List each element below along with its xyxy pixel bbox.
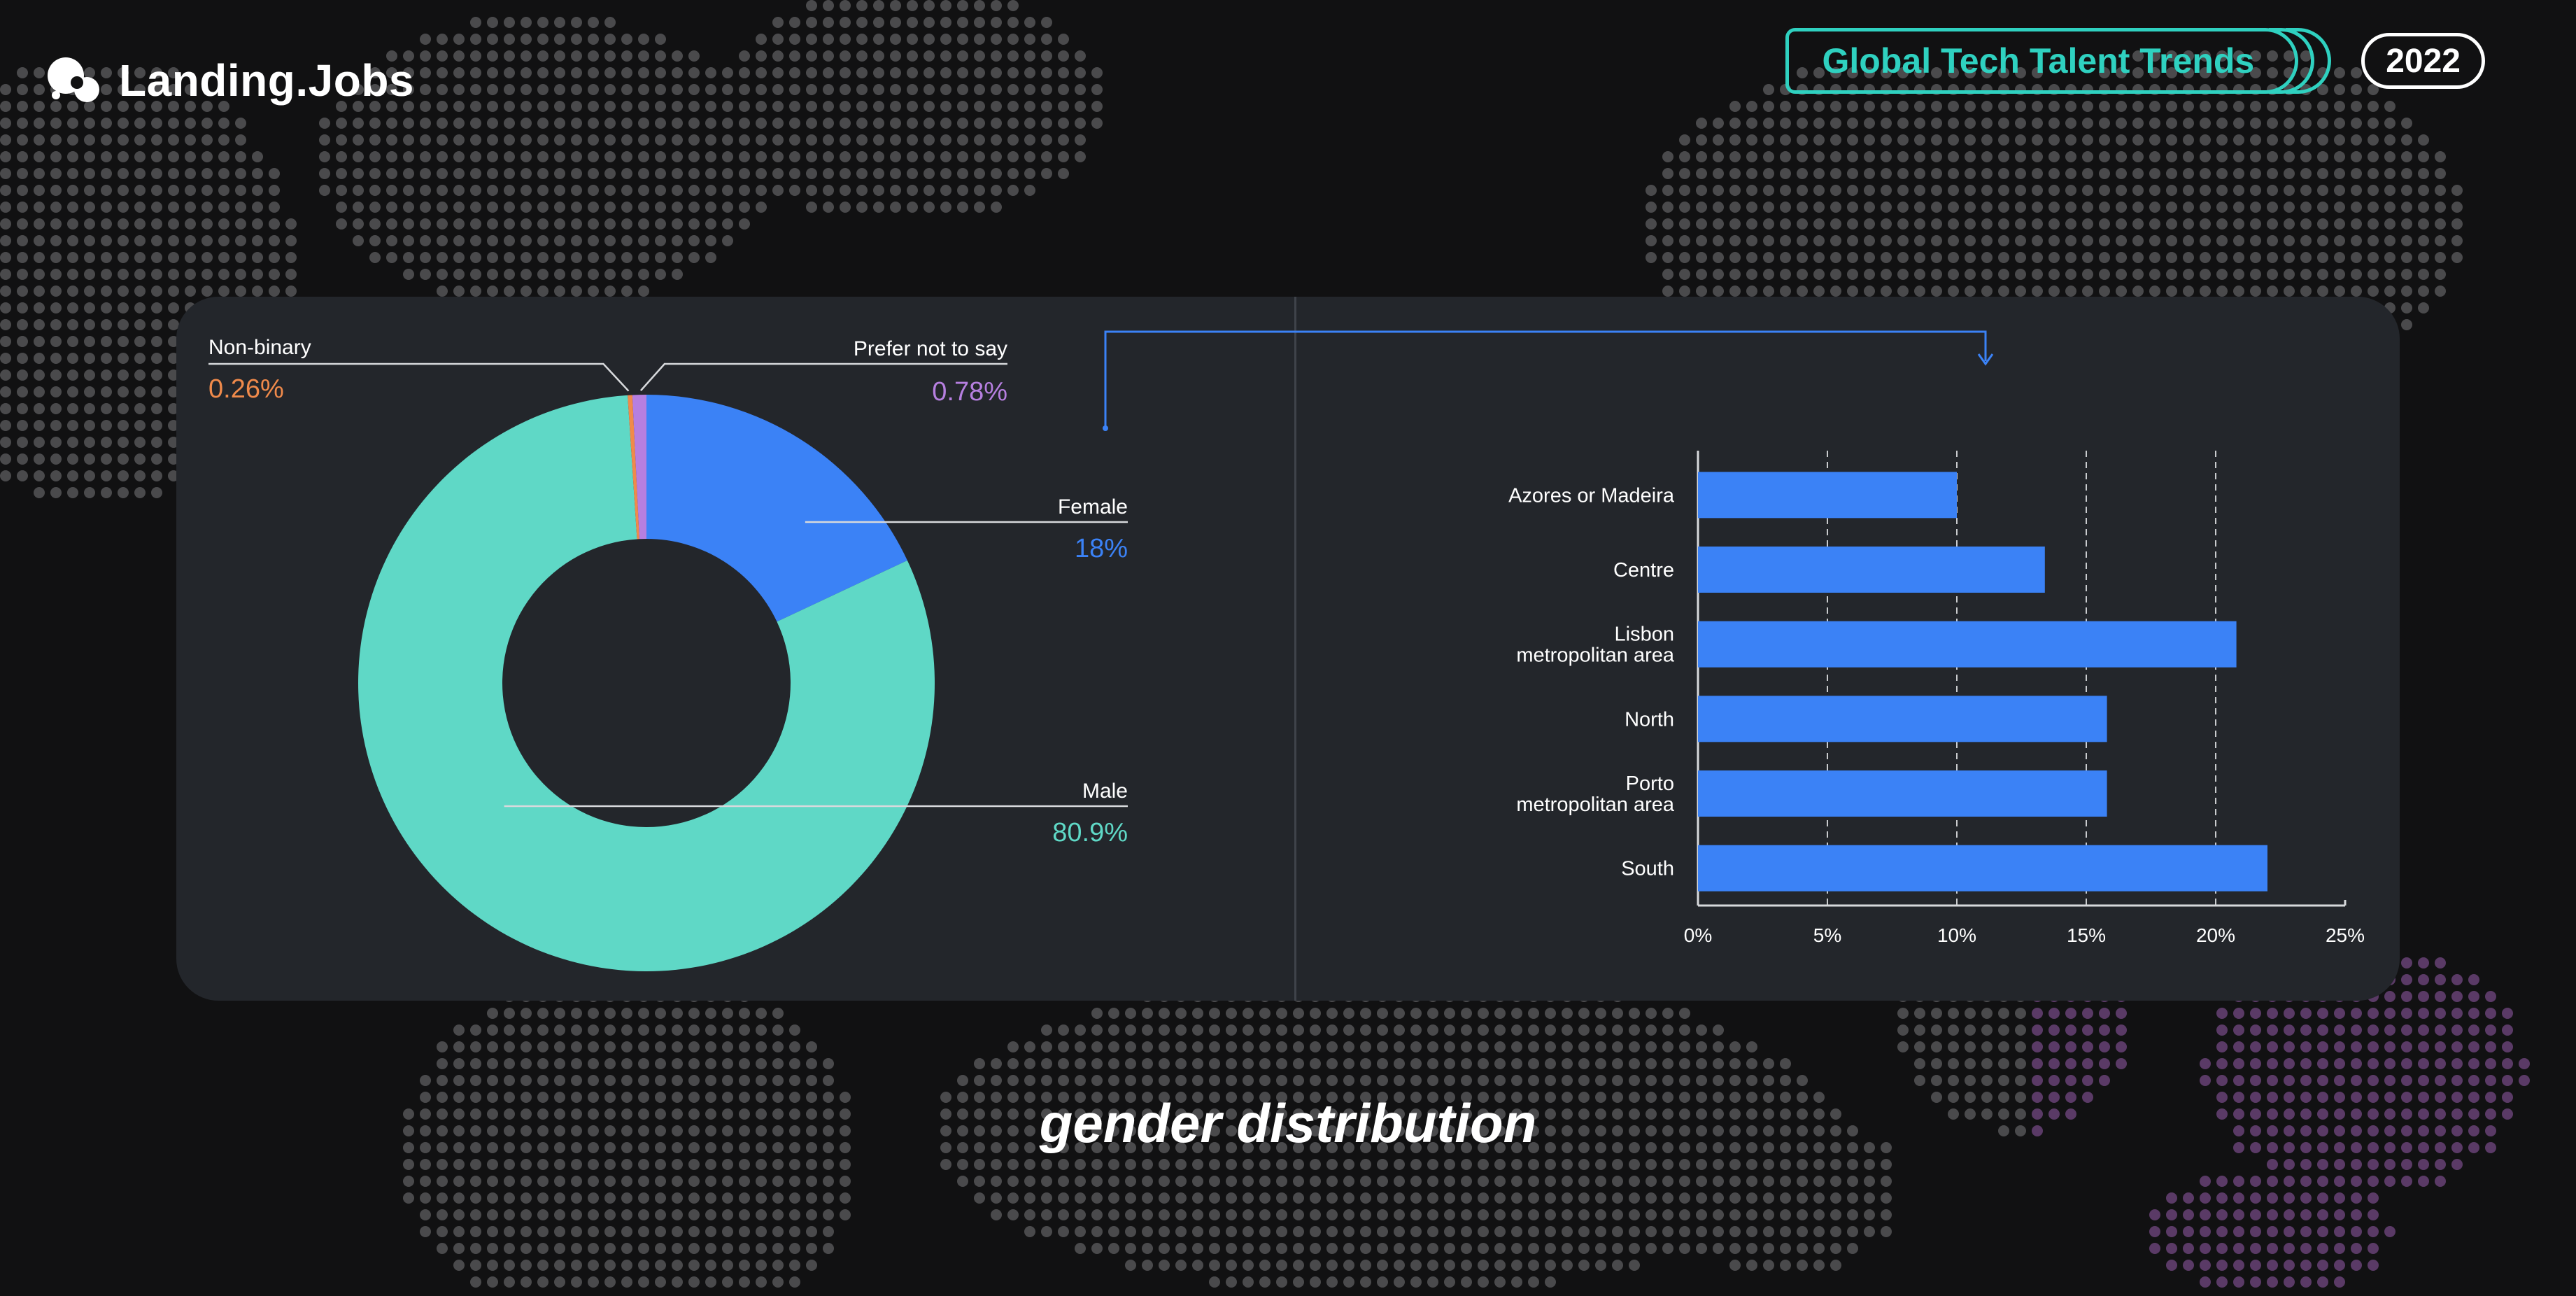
leader-line-prefer-not-to-say <box>639 362 1007 391</box>
bar-3 <box>1698 621 2237 668</box>
report-title: Global Tech Talent Trends <box>1822 41 2255 80</box>
connector-arrow-icon <box>1977 353 1994 366</box>
chart-card: Female 18% Male 80.9% Non-binary 0.26% Prefer … <box>176 297 2400 1001</box>
slice-value-female: 18% <box>1075 534 1128 563</box>
bar-category-label: Centre <box>1613 559 1674 582</box>
brand-name: Landing.Jobs <box>119 55 414 106</box>
bar-1 <box>1698 472 1957 519</box>
donut-slice-female <box>646 395 907 622</box>
bar-6 <box>1698 845 2267 892</box>
slice-label-prefer-not-to-say: Prefer not to say <box>854 337 1007 360</box>
leader-line-non-binary <box>208 362 630 392</box>
bar-category-label: North <box>1625 708 1674 731</box>
x-tick-label: 5% <box>1813 924 1841 946</box>
donut-slice-male <box>358 395 935 971</box>
header-badges: Global Tech Talent Trends 2022 <box>1785 28 2485 94</box>
donut-slice-prefer-not-to-say <box>632 395 646 540</box>
x-tick-label: 15% <box>2067 924 2106 946</box>
slice-label-female: Female <box>1058 495 1128 519</box>
slice-value-non-binary: 0.26% <box>208 374 284 404</box>
x-tick-label: 20% <box>2196 924 2235 946</box>
bar-category-label: Lisbon <box>1615 624 1674 646</box>
bar-category-label: metropolitan area <box>1516 794 1675 816</box>
charts-canvas: Female 18% Male 80.9% Non-binary 0.26% Prefer … <box>208 330 2365 971</box>
x-tick-label: 10% <box>1937 924 1976 946</box>
bar-2 <box>1698 547 2045 593</box>
slice-label-non-binary: Non-binary <box>208 336 311 359</box>
slice-value-prefer-not-to-say: 0.78% <box>932 377 1007 407</box>
slice-value-male: 80.9% <box>1052 818 1128 847</box>
card-divider <box>1294 297 1296 1001</box>
landing-jobs-logo[interactable]: Landing.Jobs <box>41 49 414 112</box>
logo-icon <box>48 57 99 102</box>
bar-category-label: Azores or Madeira <box>1508 484 1675 507</box>
bar-category-label: Porto <box>1626 773 1674 795</box>
bar-4 <box>1698 696 2107 742</box>
connector-bracket <box>1104 330 1987 428</box>
x-tick-label: 25% <box>2326 924 2365 946</box>
donut-slice-non-binary <box>628 395 639 540</box>
x-tick-label: 0% <box>1684 924 1712 946</box>
report-title-badge: Global Tech Talent Trends <box>1785 28 2331 94</box>
bar-5 <box>1698 770 2107 817</box>
year-badge: 2022 <box>2361 33 2485 89</box>
bar-chart: Azores or MadeiraCentreLisbonmetropolita… <box>1508 451 2365 946</box>
bar-category-label: metropolitan area <box>1516 645 1675 667</box>
connector-dot <box>1103 425 1108 431</box>
bar-category-label: South <box>1621 858 1674 880</box>
chart-caption: gender distribution <box>1039 1092 1537 1154</box>
slice-label-male: Male <box>1082 780 1128 803</box>
report-year: 2022 <box>2386 42 2461 80</box>
donut-chart: Female 18% Male 80.9% Non-binary 0.26% Prefer … <box>208 336 1128 971</box>
